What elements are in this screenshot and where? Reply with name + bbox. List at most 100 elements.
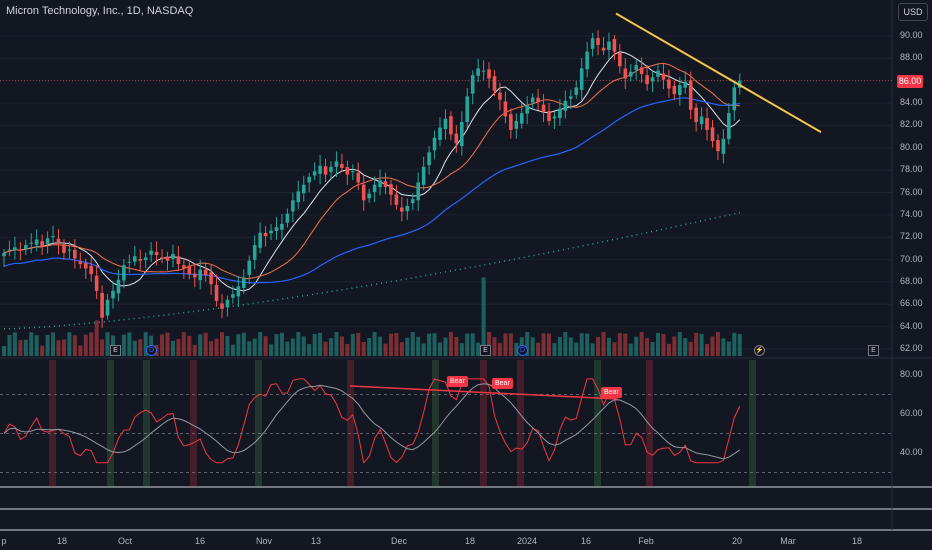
osc-tick-label: 60.00	[900, 408, 923, 418]
candle-body	[607, 41, 611, 50]
volume-bar	[181, 332, 186, 356]
candle-body	[514, 120, 519, 129]
candle-body	[661, 73, 666, 80]
candle-body	[639, 67, 644, 75]
candle-body	[351, 171, 355, 173]
candle-body	[133, 256, 137, 262]
volume-bar	[2, 346, 6, 356]
x-tick-label: p	[1, 536, 7, 546]
volume-bar	[699, 333, 704, 356]
oscillator-signal-line	[3, 383, 741, 460]
volume-bar	[187, 335, 192, 356]
candle-body	[645, 75, 649, 85]
volume-bar	[606, 337, 611, 356]
candles	[2, 30, 742, 328]
signal-zone	[594, 360, 601, 487]
grid	[0, 0, 932, 531]
candle-body	[449, 116, 453, 135]
candle-body	[214, 285, 219, 301]
oscillator-bands	[3, 360, 756, 487]
candle-body	[138, 259, 143, 261]
y-tick-label: 70.00	[900, 253, 923, 264]
earnings-event-icon[interactable]: E	[868, 345, 879, 356]
volume-bar	[612, 342, 617, 356]
volume-bar	[312, 333, 317, 356]
x-tick-label: 16	[194, 536, 206, 546]
x-tick-label: 18	[56, 536, 68, 546]
y-tick-label: 88.00	[900, 52, 923, 63]
volume-bar	[721, 338, 726, 356]
volume-bar	[378, 336, 383, 356]
currency-button[interactable]: USD	[898, 3, 928, 21]
candle-body	[405, 205, 410, 212]
candle-body	[623, 68, 628, 79]
volume-bar	[236, 334, 241, 356]
candle-body	[149, 250, 153, 255]
volume-bar	[421, 343, 426, 356]
volume-bar	[492, 337, 497, 356]
candle-body	[318, 165, 322, 174]
candle-body	[263, 232, 268, 237]
volume-bar	[323, 341, 328, 356]
candle-body	[454, 133, 459, 144]
volume-bar	[372, 332, 377, 356]
volume-bar	[427, 333, 432, 356]
volume-bar	[279, 332, 284, 356]
volume-bar	[329, 338, 333, 356]
volume-bar	[639, 332, 644, 356]
split-event-icon[interactable]: ⚡	[754, 345, 765, 356]
y-tick-label: 80.00	[900, 141, 923, 152]
candle-body	[258, 232, 262, 248]
y-tick-label: 64.00	[900, 320, 923, 331]
volume-bar	[132, 340, 137, 356]
volume-bar	[356, 333, 361, 356]
signal-zone	[517, 360, 524, 487]
volume-bar	[710, 336, 715, 356]
candle-body	[732, 87, 737, 111]
y-tick-label: 90.00	[900, 30, 923, 40]
volume-bar	[552, 343, 557, 356]
candle-body	[182, 265, 186, 269]
candle-body	[269, 230, 273, 234]
volume-bar	[121, 334, 126, 356]
earnings-event-icon[interactable]: E	[110, 345, 121, 356]
signal-zone	[432, 360, 439, 487]
volume-bar	[405, 337, 410, 356]
dividend-event-icon[interactable]: D	[146, 345, 157, 356]
signal-zone	[190, 360, 197, 487]
volume-bar	[525, 332, 530, 356]
last-price-badge: 86.00	[897, 75, 923, 88]
volume-bar	[503, 333, 508, 356]
volume-bar	[160, 334, 165, 356]
volume-bar	[34, 335, 39, 356]
candle-body	[334, 161, 339, 167]
volume-bar	[688, 341, 693, 356]
earnings-event-icon[interactable]: E	[480, 345, 491, 356]
dividend-event-icon[interactable]: D	[517, 345, 528, 356]
volume-bar	[399, 342, 404, 356]
volume-bar	[40, 345, 45, 356]
x-tick-label: Oct	[117, 536, 133, 546]
candle-body	[688, 80, 693, 110]
candle-body	[547, 111, 551, 121]
candle-body	[160, 257, 164, 259]
slow-ma-line	[3, 97, 740, 284]
volume-bar	[285, 341, 290, 356]
candle-body	[389, 184, 393, 195]
candle-body	[24, 245, 28, 250]
candle-body	[171, 253, 175, 259]
candle-body	[34, 239, 39, 245]
volume-bar	[416, 336, 421, 356]
candle-body	[683, 81, 688, 88]
bear-label: Bear	[492, 378, 513, 389]
candle-body	[209, 272, 213, 285]
candle-body	[394, 194, 399, 205]
candle-body	[427, 152, 431, 166]
candle-body	[192, 273, 197, 278]
candle-body	[312, 171, 317, 176]
volume-bar	[388, 333, 393, 356]
candle-body	[40, 241, 44, 247]
volume-bar	[176, 338, 181, 356]
volume-bar	[497, 342, 502, 356]
